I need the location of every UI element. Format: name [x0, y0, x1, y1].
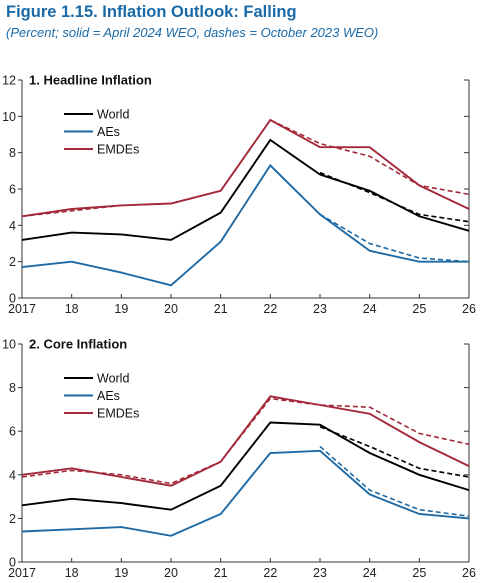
y-tick-label: 10 [2, 338, 16, 352]
y-tick-label: 6 [9, 183, 16, 197]
series-line-aes-april-2024 [21, 163, 469, 287]
panel-title: 1. Headline Inflation [29, 73, 152, 88]
legend-label-aes: AEs [97, 125, 120, 139]
series-line-world-april-2024 [21, 421, 470, 511]
x-tick-label: 26 [462, 566, 476, 580]
y-tick-label: 8 [9, 146, 16, 160]
x-tick-label: 23 [313, 566, 327, 580]
x-tick-label: 23 [313, 302, 327, 316]
series-line-aes-october-2023 [319, 213, 470, 263]
y-tick-label: 8 [9, 381, 16, 395]
x-tick-label: 2017 [8, 302, 36, 316]
legend-label-world: World [97, 372, 129, 386]
legend-label-emdes: EMDEs [97, 407, 139, 421]
y-tick-label: 4 [9, 468, 16, 482]
legend-label-aes: AEs [97, 389, 120, 403]
y-tick-label: 4 [9, 219, 16, 233]
series-line-aes-april-2024 [21, 449, 470, 537]
series-line-world-october-2023 [319, 171, 470, 223]
x-tick-label: 18 [65, 302, 79, 316]
legend-label-world: World [97, 108, 129, 122]
x-tick-label: 18 [65, 566, 79, 580]
x-tick-label: 21 [214, 302, 228, 316]
x-tick-label: 25 [412, 566, 426, 580]
x-tick-label: 20 [164, 302, 178, 316]
series-line-aes-october-2023 [319, 445, 470, 517]
x-tick-label: 19 [114, 566, 128, 580]
y-tick-label: 2 [9, 512, 16, 526]
y-tick-label: 2 [9, 255, 16, 269]
figure-title: Figure 1.15. Inflation Outlook: Falling [6, 3, 297, 21]
x-tick-label: 26 [462, 302, 476, 316]
x-tick-label: 2017 [8, 566, 36, 580]
figure-subtitle: (Percent; solid = April 2024 WEO, dashes… [6, 25, 379, 40]
series-line-world-april-2024 [21, 138, 470, 241]
y-tick-label: 12 [2, 74, 16, 88]
x-tick-label: 20 [164, 566, 178, 580]
x-tick-label: 22 [263, 566, 277, 580]
series-line-emdes-april-2024 [21, 118, 470, 218]
y-tick-label: 0 [9, 556, 16, 570]
x-tick-label: 24 [363, 566, 377, 580]
y-tick-label: 0 [9, 292, 16, 306]
panel-title: 2. Core Inflation [29, 337, 127, 352]
y-tick-label: 6 [9, 425, 16, 439]
x-tick-label: 25 [412, 302, 426, 316]
x-tick-label: 19 [114, 302, 128, 316]
x-tick-label: 21 [214, 566, 228, 580]
series-line-emdes-april-2024 [21, 395, 470, 487]
legend-label-emdes: EMDEs [97, 143, 139, 157]
y-tick-label: 10 [2, 110, 16, 124]
x-tick-label: 24 [363, 302, 377, 316]
series-line-world-october-2023 [319, 426, 470, 478]
x-tick-label: 22 [263, 302, 277, 316]
